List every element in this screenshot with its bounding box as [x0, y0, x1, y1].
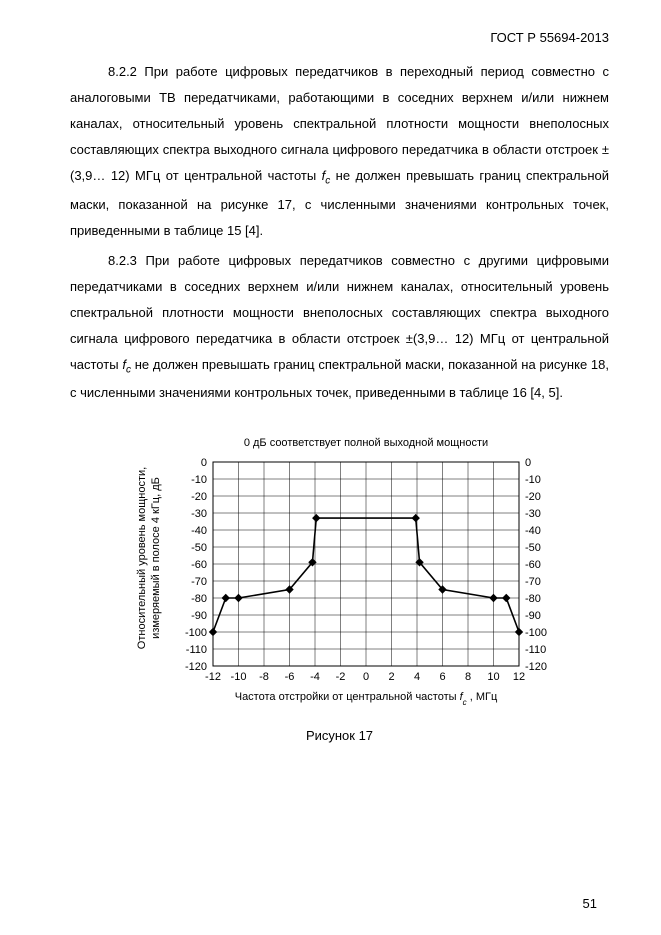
paragraph-8-2-3: 8.2.3 При работе цифровых передатчиков с…: [70, 248, 609, 407]
svg-text:-80: -80: [191, 593, 207, 605]
p2-head: 8.2.3 При работе цифровых передатчиков с…: [70, 253, 609, 372]
svg-text:измеряемый в полосе 4 кГц, дБ: измеряемый в полосе 4 кГц, дБ: [150, 477, 162, 639]
svg-text:-2: -2: [335, 671, 345, 683]
svg-text:0: 0: [525, 457, 531, 469]
svg-text:-60: -60: [191, 559, 207, 571]
svg-text:-10: -10: [191, 474, 207, 486]
svg-text:-100: -100: [525, 627, 547, 639]
svg-text:-120: -120: [525, 661, 547, 673]
figure-caption: Рисунок 17: [70, 728, 609, 743]
svg-text:-40: -40: [191, 525, 207, 537]
svg-text:-90: -90: [525, 610, 541, 622]
svg-text:-30: -30: [191, 508, 207, 520]
svg-text:-90: -90: [191, 610, 207, 622]
svg-text:-8: -8: [259, 671, 269, 683]
body-text: 8.2.2 При работе цифровых передатчиков в…: [70, 59, 609, 406]
svg-text:-50: -50: [191, 542, 207, 554]
page-number: 51: [583, 896, 597, 911]
svg-text:-110: -110: [185, 644, 206, 656]
svg-text:-30: -30: [525, 508, 541, 520]
svg-text:-4: -4: [310, 671, 320, 683]
svg-text:4: 4: [413, 671, 419, 683]
svg-text:0: 0: [200, 457, 206, 469]
svg-text:-120: -120: [184, 661, 206, 673]
svg-text:-40: -40: [525, 525, 541, 537]
svg-text:10: 10: [487, 671, 499, 683]
p1-head: 8.2.2 При работе цифровых передатчиков в…: [70, 64, 609, 183]
svg-text:-70: -70: [191, 576, 207, 588]
figure-17-chart: 0 дБ соответствует полной выходной мощно…: [125, 428, 555, 718]
svg-text:-110: -110: [525, 644, 546, 656]
doc-id: ГОСТ Р 55694-2013: [70, 30, 609, 45]
svg-text:-6: -6: [284, 671, 294, 683]
svg-text:6: 6: [439, 671, 445, 683]
svg-text:12: 12: [512, 671, 524, 683]
svg-text:-20: -20: [525, 491, 541, 503]
paragraph-8-2-2: 8.2.2 При работе цифровых передатчиков в…: [70, 59, 609, 244]
svg-text:-60: -60: [525, 559, 541, 571]
svg-text:-50: -50: [525, 542, 541, 554]
svg-text:-100: -100: [184, 627, 206, 639]
svg-text:-70: -70: [525, 576, 541, 588]
svg-text:0: 0: [362, 671, 368, 683]
svg-text:-10: -10: [230, 671, 246, 683]
svg-text:Относительный уровень мощности: Относительный уровень мощности,: [136, 467, 148, 649]
svg-text:8: 8: [464, 671, 470, 683]
svg-text:-20: -20: [191, 491, 207, 503]
figure-17-wrap: 0 дБ соответствует полной выходной мощно…: [70, 428, 609, 718]
svg-text:Частота отстройки от центральн: Частота отстройки от центральной частоты…: [234, 691, 497, 707]
svg-text:0 дБ соответствует полной выхо: 0 дБ соответствует полной выходной мощно…: [243, 437, 487, 449]
svg-text:-10: -10: [525, 474, 541, 486]
svg-text:-80: -80: [525, 593, 541, 605]
svg-text:2: 2: [388, 671, 394, 683]
svg-text:-12: -12: [205, 671, 221, 683]
p2-tail: не должен превышать границ спектральной …: [70, 357, 609, 401]
